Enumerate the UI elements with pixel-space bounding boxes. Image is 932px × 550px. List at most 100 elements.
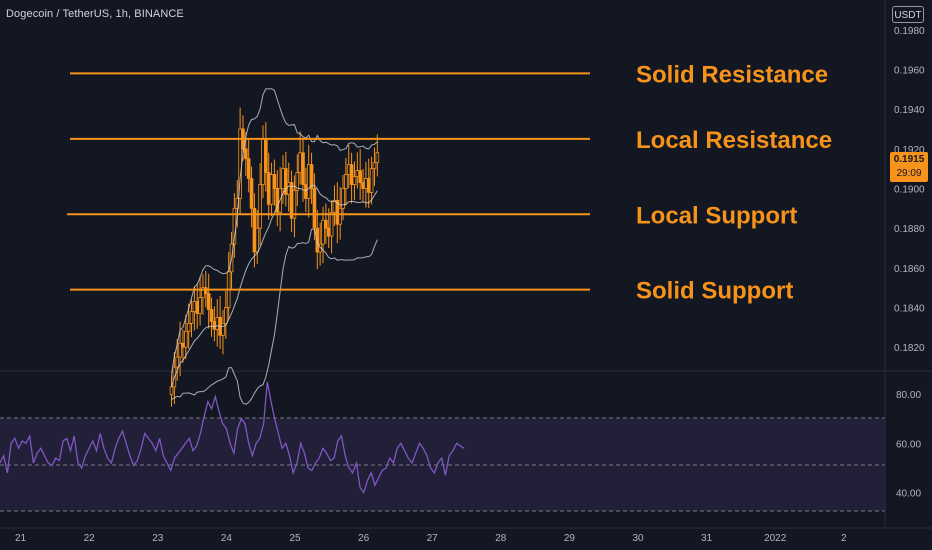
time-tick-label: 21 <box>15 533 27 544</box>
time-tick-label: 25 <box>289 533 301 544</box>
candle-body <box>361 182 365 189</box>
candle-body <box>289 182 294 219</box>
candle-body <box>286 182 291 195</box>
price-tick-label: 0.1900 <box>894 185 925 196</box>
time-tick-label: 2 <box>841 533 847 544</box>
candle-body <box>284 168 288 195</box>
candle-body <box>329 211 334 237</box>
last-price-value: 0.1915 <box>893 154 925 165</box>
candle-body <box>266 172 271 205</box>
candle-body <box>249 178 254 209</box>
candle-body <box>326 227 331 237</box>
support-resistance-levels[interactable]: Solid Resistance Local Resistance Local Su… <box>67 61 832 305</box>
time-tick-label: 23 <box>152 533 164 544</box>
level-label: Solid Support <box>636 278 793 305</box>
candle-body <box>344 174 348 189</box>
lower-band-line <box>171 228 378 405</box>
last-price-tag: 0.1915 29:09 <box>890 152 928 182</box>
rsi-plot[interactable] <box>0 381 465 495</box>
candle-body <box>324 219 328 229</box>
candle-body <box>189 311 194 324</box>
candle-body <box>292 190 297 219</box>
price-tick-label: 0.1920 <box>894 145 925 156</box>
price-tick-label: 0.1860 <box>894 264 925 275</box>
upper-band-line <box>171 88 378 375</box>
rsi-axis: 80.00 60.00 40.00 <box>896 390 921 500</box>
price-tick-label: 0.1940 <box>894 105 925 116</box>
candle-body <box>372 162 377 170</box>
candle-body <box>195 301 200 314</box>
candle-body <box>221 322 225 336</box>
time-tick-label: 26 <box>358 533 370 544</box>
candle-body <box>306 164 311 199</box>
candle-body <box>295 172 300 191</box>
candle-body <box>366 178 371 193</box>
candle-body <box>281 168 285 189</box>
time-tick-label: 30 <box>632 533 644 544</box>
candle-body <box>309 164 314 189</box>
price-axis[interactable]: 0.1980 0.1960 0.1940 0.1920 0.1900 0.1880 0.18… <box>894 26 925 354</box>
level-label: Local Resistance <box>636 127 832 154</box>
symbol-header[interactable]: Dogecoin / TetherUS, 1h, BINANCE <box>6 8 184 20</box>
time-tick-label: 24 <box>221 533 233 544</box>
candle-body <box>184 330 188 348</box>
price-tick-label: 0.1980 <box>894 26 925 37</box>
time-tick-label: 29 <box>564 533 576 544</box>
candle-body <box>312 188 317 229</box>
candle-body <box>346 164 351 175</box>
candle-body <box>175 356 180 368</box>
candle-body <box>186 322 191 332</box>
rsi-tick-label: 60.00 <box>896 439 921 450</box>
candle-body <box>261 138 265 185</box>
candle-body <box>269 174 274 205</box>
rsi-line <box>0 381 465 495</box>
time-tick-label: 22 <box>84 533 96 544</box>
price-tick-label: 0.1880 <box>894 224 925 235</box>
candle-body <box>304 184 308 199</box>
candle-body <box>192 301 197 312</box>
candle-body <box>209 309 214 322</box>
candle-body <box>224 307 228 324</box>
candle-body <box>212 321 217 330</box>
price-tick-label: 0.1820 <box>894 343 925 354</box>
candle-body <box>355 170 360 177</box>
candle-body <box>298 152 302 174</box>
candle-body <box>246 158 251 179</box>
price-plot[interactable] <box>169 88 380 407</box>
time-tick-label: 2022 <box>764 533 787 544</box>
candle-body <box>352 176 357 185</box>
candle-body <box>364 178 368 189</box>
candle-body <box>244 148 248 160</box>
rsi-tick-label: 80.00 <box>896 390 921 401</box>
time-tick-label: 31 <box>701 533 713 544</box>
price-tick-label: 0.1840 <box>894 304 925 315</box>
time-tick-label: 28 <box>495 533 507 544</box>
candle-body <box>272 174 277 189</box>
time-tick-label: 27 <box>427 533 439 544</box>
candle-body <box>321 219 325 245</box>
currency-button[interactable]: USDT <box>892 6 924 23</box>
time-axis[interactable]: 21 22 23 24 25 26 27 28 29 30 31 2022 2 <box>15 533 847 544</box>
candle-body <box>369 168 374 193</box>
candle-body <box>301 152 305 185</box>
candle-body <box>206 293 211 310</box>
candle-body <box>358 170 362 183</box>
candle-body <box>258 184 262 229</box>
candle-body <box>341 188 345 209</box>
level-label: Local Support <box>636 202 797 229</box>
candle-body <box>349 164 354 185</box>
candle-body <box>264 138 268 174</box>
basis-line <box>171 184 378 388</box>
candle-body <box>215 317 220 330</box>
candle-body <box>375 152 380 164</box>
candle-body <box>338 207 342 225</box>
candle-body <box>178 342 182 358</box>
price-tick-label: 0.1960 <box>894 65 925 76</box>
level-label: Solid Resistance <box>636 61 828 88</box>
rsi-tick-label: 40.00 <box>896 489 921 500</box>
candle-body <box>181 342 185 348</box>
candle-body <box>198 297 202 314</box>
candle-body <box>255 227 260 253</box>
bar-countdown: 29:09 <box>896 168 922 179</box>
